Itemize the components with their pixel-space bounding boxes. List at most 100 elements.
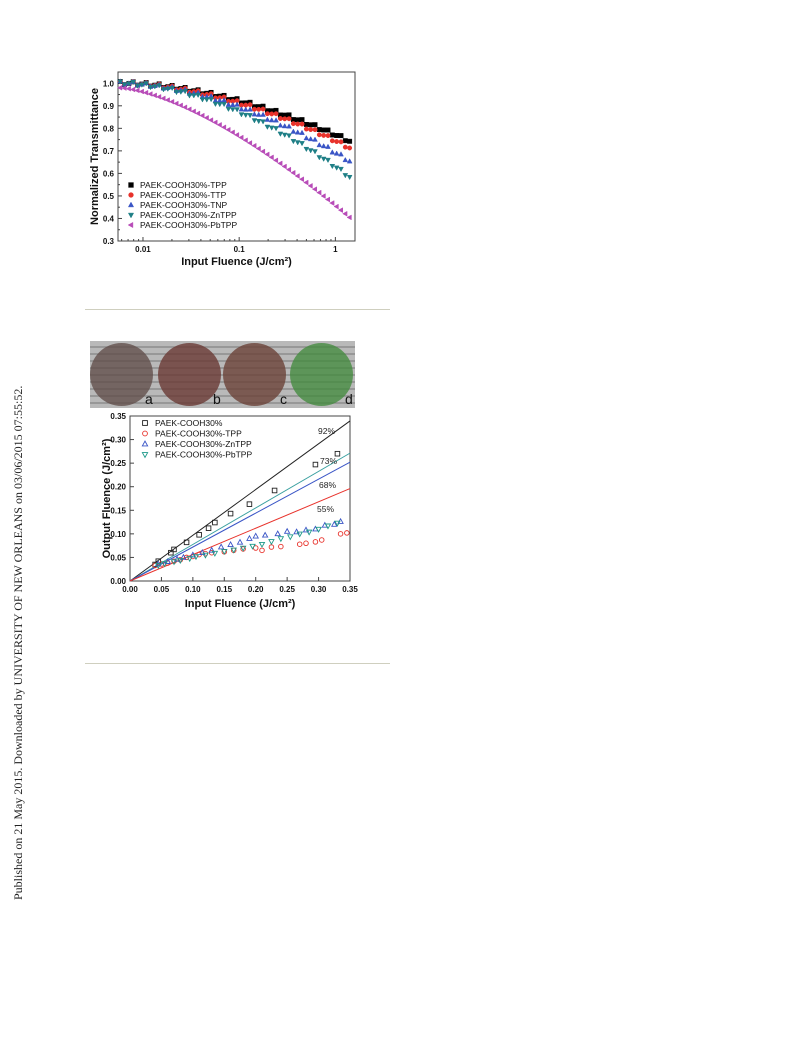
data-point	[312, 149, 318, 155]
data-point	[181, 104, 188, 111]
data-point	[338, 166, 344, 173]
data-point	[286, 116, 292, 122]
data-point	[183, 539, 190, 546]
data-point	[334, 133, 340, 138]
data-point	[196, 532, 202, 538]
data-point	[121, 82, 128, 88]
data-point	[147, 85, 154, 91]
data-point	[216, 121, 222, 128]
data-point	[346, 214, 352, 221]
data-point	[299, 117, 305, 123]
y-tick-label: 0.25	[110, 459, 126, 468]
data-point	[260, 119, 266, 125]
data-point	[256, 106, 262, 112]
legend-label: PAEK-COOH30%-PbTPP	[140, 220, 237, 230]
data-point	[199, 112, 205, 119]
data-point	[176, 557, 184, 564]
data-point	[255, 145, 261, 152]
data-point	[125, 85, 131, 92]
data-point	[299, 129, 305, 135]
data-point	[296, 541, 303, 547]
legend-marker	[127, 221, 134, 229]
data-point	[294, 129, 301, 135]
y-tick-label: 0.3	[103, 237, 115, 246]
data-point	[205, 525, 212, 531]
y-tick-label: 0.30	[110, 436, 126, 445]
data-point	[274, 530, 282, 537]
data-point	[208, 97, 214, 103]
data-point	[315, 526, 322, 533]
data-point	[229, 101, 236, 107]
data-point	[139, 82, 145, 88]
data-point	[277, 122, 284, 128]
data-point	[316, 155, 323, 161]
legend-label: PAEK-COOH30%-ZnTPP	[140, 210, 237, 220]
data-point	[316, 189, 322, 196]
fit-lines: 92% 73% 68% 55%	[129, 420, 351, 582]
data-point	[273, 117, 279, 123]
data-point	[220, 124, 227, 131]
data-point	[312, 461, 319, 468]
data-point	[203, 97, 210, 103]
data-point	[334, 520, 341, 527]
data-point	[268, 154, 274, 161]
sample-disc-c	[223, 343, 286, 406]
y-axis-label: Normalized Transmittance	[89, 88, 101, 225]
x-tick-label: 0.00	[122, 585, 138, 594]
data-point	[260, 111, 266, 117]
sample-disc-d	[290, 343, 353, 406]
data-point	[305, 529, 313, 536]
data-point	[296, 531, 304, 538]
data-point	[242, 112, 249, 119]
y-tick-label: 0.9	[103, 102, 115, 111]
data-point	[342, 173, 349, 179]
data-point	[259, 148, 266, 155]
data-point	[281, 123, 288, 129]
data-point	[168, 549, 174, 556]
data-point	[299, 121, 305, 127]
data-point	[251, 142, 257, 149]
y-tick-label: 0.05	[110, 553, 126, 562]
photo-label-b: b	[213, 391, 221, 407]
data-point	[246, 140, 253, 146]
data-point	[183, 554, 190, 561]
data-point	[303, 146, 310, 153]
plot-frame	[129, 415, 351, 582]
data-point	[156, 94, 162, 100]
data-point	[225, 126, 231, 133]
data-point	[346, 174, 353, 181]
photo-label-d: d	[345, 391, 353, 407]
data-point	[156, 83, 163, 89]
data-point	[212, 519, 218, 526]
data-point	[160, 95, 166, 102]
data-point	[268, 125, 275, 131]
data-point	[337, 531, 344, 537]
data-point	[320, 143, 327, 149]
legend-label: PAEK-COOH30%-TPP	[140, 180, 227, 190]
data-point	[303, 540, 309, 547]
data-point	[273, 126, 279, 132]
data-point	[325, 127, 331, 133]
data-point	[261, 531, 269, 538]
data-point	[344, 530, 350, 536]
data-point	[151, 92, 157, 99]
data-point	[316, 132, 322, 138]
data-point	[198, 549, 206, 556]
data-point	[117, 84, 123, 91]
data-point	[316, 127, 322, 133]
data-point	[294, 140, 301, 146]
data-point	[312, 122, 318, 128]
data-point	[264, 124, 271, 130]
sample-photo: a b c d	[90, 341, 355, 408]
data-point	[171, 546, 177, 553]
data-point	[161, 561, 168, 568]
data-point	[203, 114, 209, 121]
fit-line	[129, 452, 351, 582]
x-tick-label: 0.05	[154, 585, 170, 594]
data-point	[134, 83, 141, 89]
data-point	[195, 92, 201, 99]
data-point	[295, 121, 301, 127]
data-point	[259, 547, 265, 554]
data-point	[130, 79, 137, 86]
data-point	[164, 86, 171, 92]
